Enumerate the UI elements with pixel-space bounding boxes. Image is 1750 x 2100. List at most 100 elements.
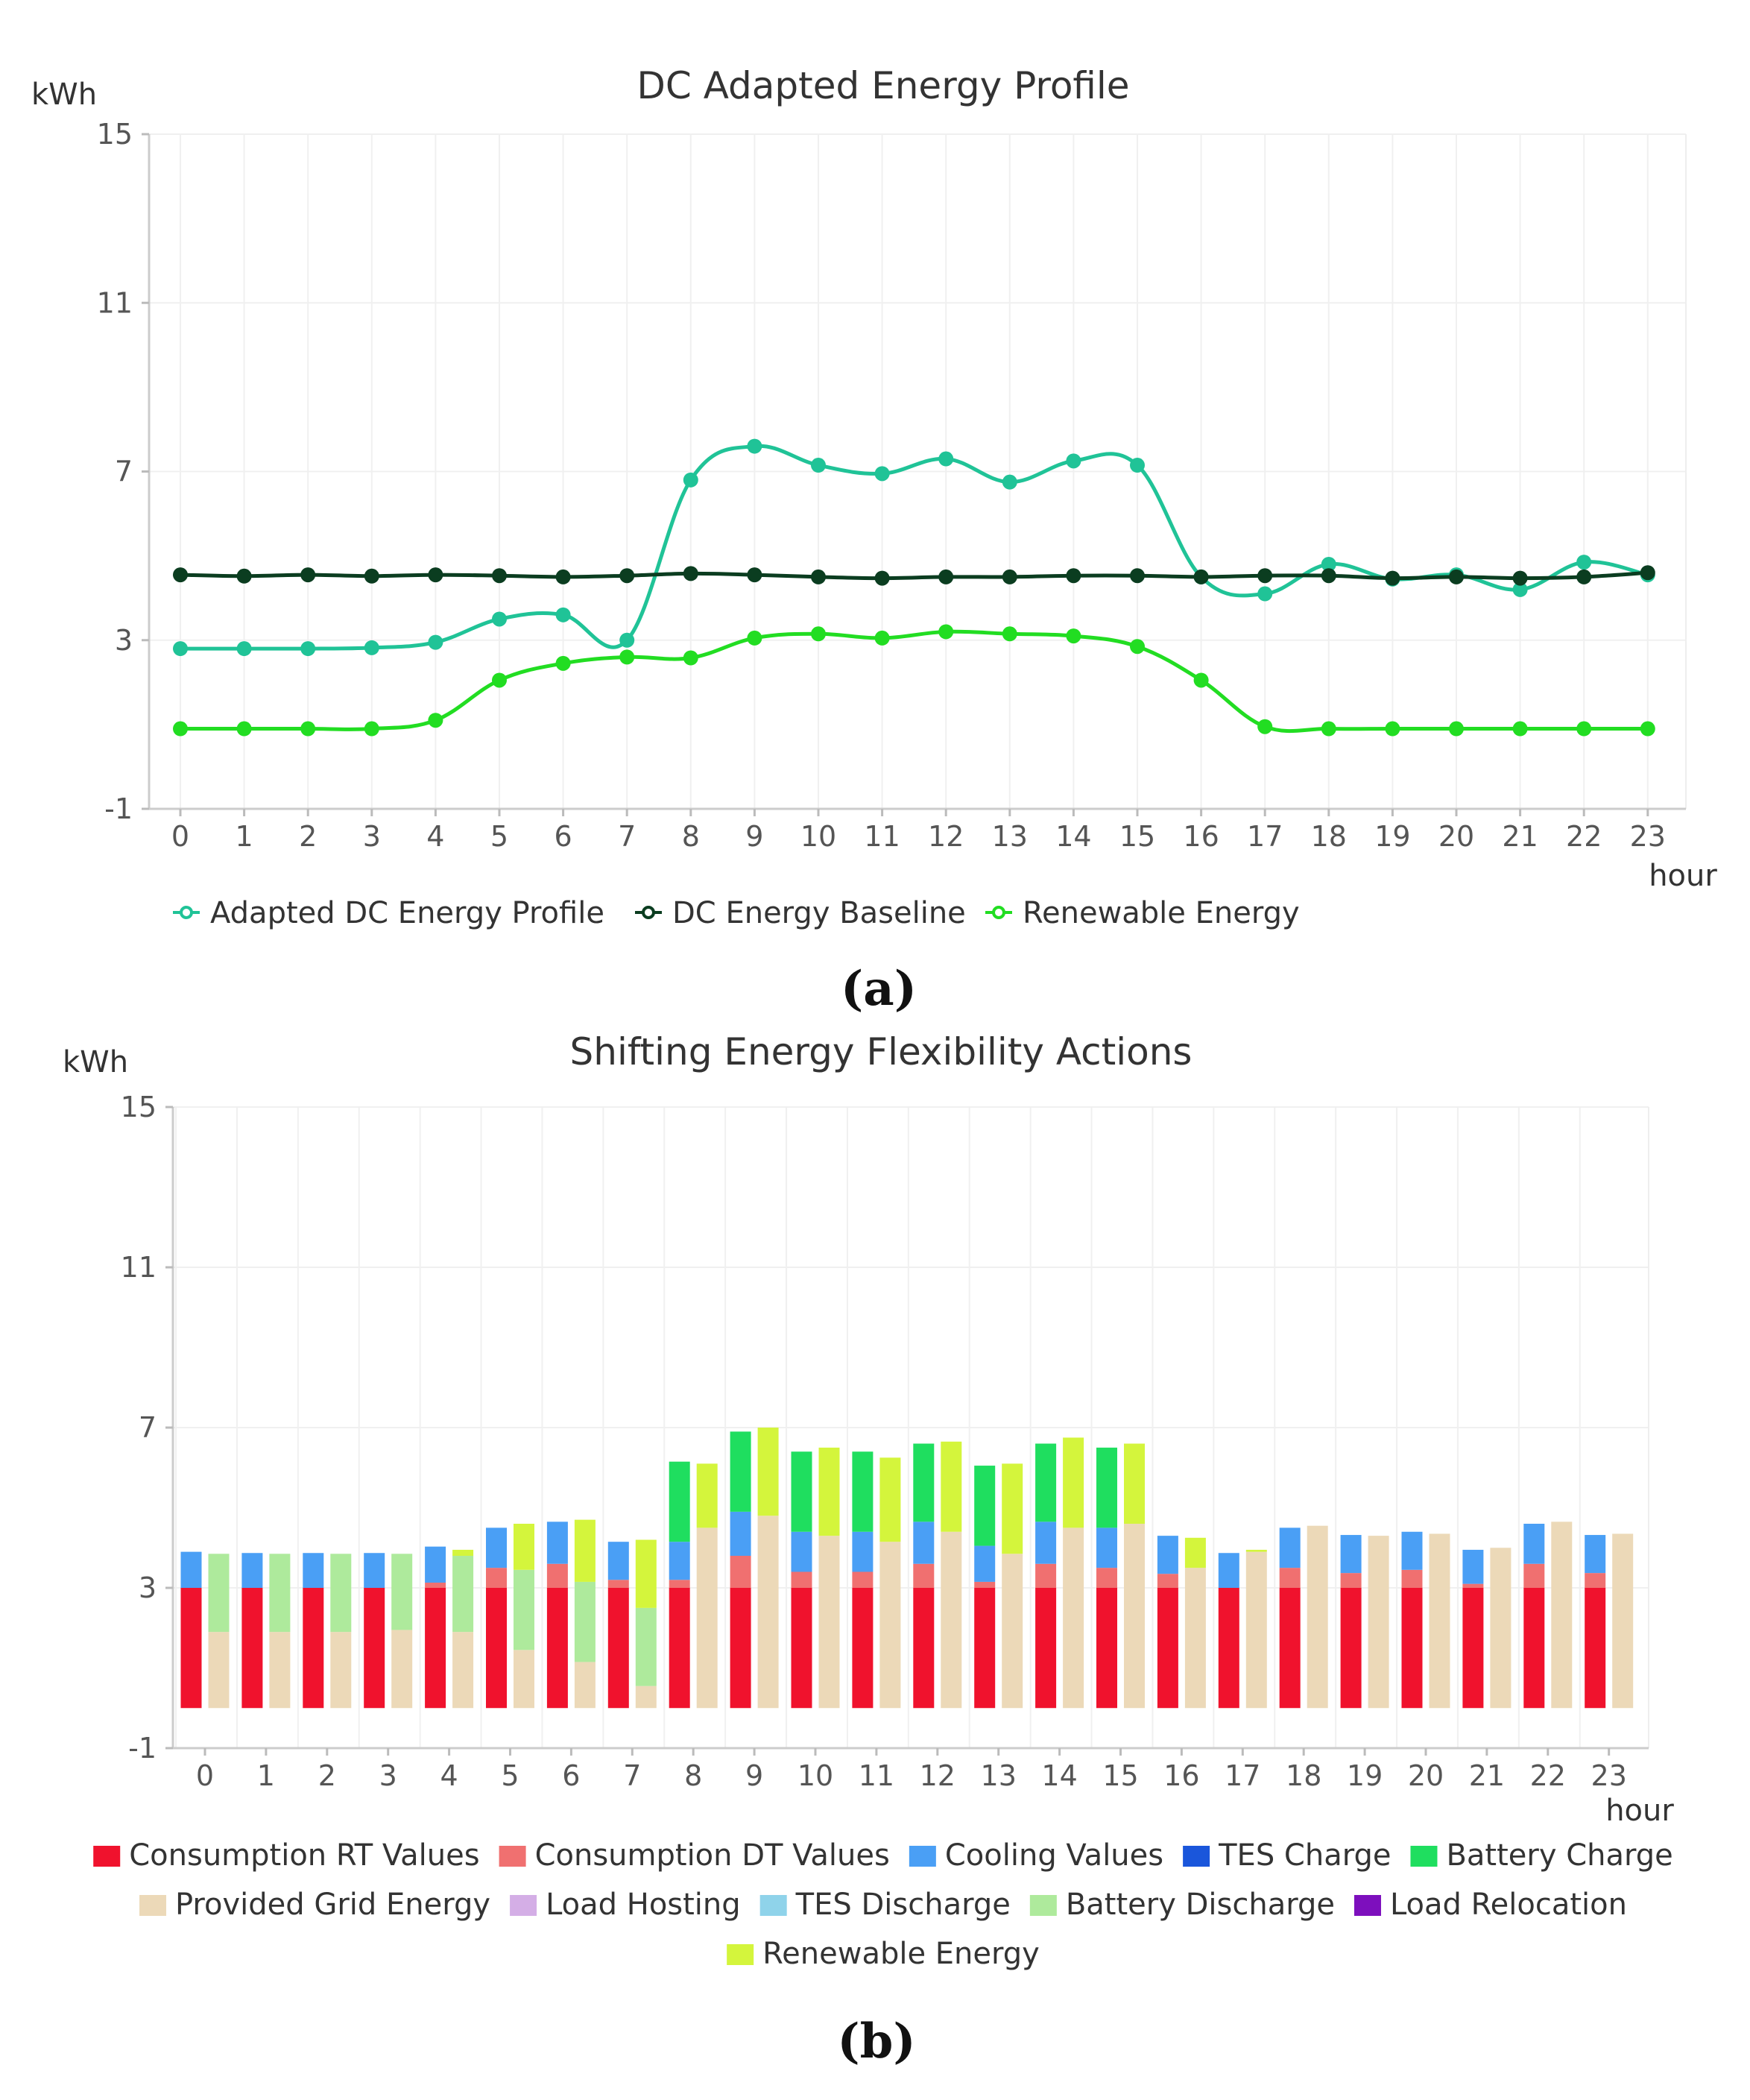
bar-segment-renewable-energy[interactable]: [1184, 1537, 1206, 1568]
bar-segment-cooling-values[interactable]: [913, 1522, 935, 1564]
bar-segment-consumption-dt-values[interactable]: [1462, 1583, 1484, 1588]
bar-segment-battery-charge[interactable]: [913, 1443, 935, 1522]
data-point-renewable-energy[interactable]: [683, 650, 698, 666]
bar-segment-consumption-rt-values[interactable]: [974, 1588, 996, 1709]
bar-segment-consumption-dt-values[interactable]: [669, 1580, 690, 1588]
bar-segment-consumption-dt-values[interactable]: [486, 1568, 507, 1588]
data-point-renewable-energy[interactable]: [619, 649, 635, 665]
data-point-dc-energy-baseline[interactable]: [747, 567, 762, 583]
data-point-dc-energy-baseline[interactable]: [1640, 565, 1655, 581]
data-point-dc-energy-baseline[interactable]: [428, 567, 443, 583]
data-point-adapted-dc-energy-profile[interactable]: [364, 640, 379, 655]
data-point-adapted-dc-energy-profile[interactable]: [683, 472, 698, 488]
legend-item-cooling-values[interactable]: Cooling Values: [909, 1838, 1163, 1873]
bar-segment-battery-charge[interactable]: [730, 1431, 751, 1512]
bar-segment-consumption-dt-values[interactable]: [607, 1580, 629, 1588]
data-point-renewable-energy[interactable]: [1385, 721, 1400, 737]
bar-segment-battery-discharge[interactable]: [208, 1554, 230, 1633]
bar-segment-cooling-values[interactable]: [303, 1553, 324, 1588]
legend-item-consumption-dt-values[interactable]: Consumption DT Values: [499, 1838, 890, 1873]
bar-segment-consumption-rt-values[interactable]: [669, 1588, 690, 1709]
bar-segment-consumption-rt-values[interactable]: [913, 1588, 935, 1709]
bar-segment-cooling-values[interactable]: [974, 1545, 996, 1582]
data-point-adapted-dc-energy-profile[interactable]: [428, 634, 443, 650]
data-point-renewable-energy[interactable]: [1066, 628, 1081, 644]
bar-segment-consumption-dt-values[interactable]: [1279, 1568, 1301, 1588]
data-point-adapted-dc-energy-profile[interactable]: [811, 458, 826, 473]
data-point-renewable-energy[interactable]: [492, 672, 507, 688]
data-point-renewable-energy[interactable]: [1321, 721, 1336, 737]
bar-segment-consumption-dt-values[interactable]: [974, 1581, 996, 1588]
data-point-dc-energy-baseline[interactable]: [1066, 568, 1081, 584]
bar-segment-consumption-rt-values[interactable]: [1096, 1588, 1117, 1709]
bar-segment-cooling-values[interactable]: [241, 1553, 263, 1588]
legend-item-tes-discharge[interactable]: TES Discharge: [759, 1888, 1011, 1922]
bar-segment-provided-grid-energy[interactable]: [941, 1531, 962, 1709]
bar-segment-consumption-rt-values[interactable]: [1462, 1588, 1484, 1709]
bar-segment-consumption-rt-values[interactable]: [607, 1588, 629, 1709]
bar-segment-provided-grid-energy[interactable]: [269, 1632, 291, 1709]
legend-item-dc-energy-baseline[interactable]: DC Energy Baseline: [635, 896, 966, 930]
bar-segment-consumption-dt-values[interactable]: [1401, 1569, 1423, 1588]
data-point-dc-energy-baseline[interactable]: [1321, 568, 1336, 584]
data-point-adapted-dc-energy-profile[interactable]: [1002, 474, 1017, 490]
data-point-adapted-dc-energy-profile[interactable]: [1321, 556, 1336, 572]
data-point-adapted-dc-energy-profile[interactable]: [492, 611, 507, 627]
bar-segment-consumption-dt-values[interactable]: [546, 1563, 568, 1588]
data-point-renewable-energy[interactable]: [1193, 672, 1209, 688]
data-point-renewable-energy[interactable]: [428, 713, 443, 728]
bar-segment-battery-charge[interactable]: [1096, 1447, 1117, 1528]
legend-item-renewable-energy[interactable]: Renewable Energy: [727, 1937, 1040, 1971]
bar-segment-battery-discharge[interactable]: [574, 1581, 596, 1662]
bar-segment-consumption-rt-values[interactable]: [303, 1588, 324, 1709]
bar-segment-renewable-energy[interactable]: [635, 1539, 657, 1608]
bar-segment-cooling-values[interactable]: [425, 1546, 446, 1583]
bar-segment-cooling-values[interactable]: [1462, 1549, 1484, 1584]
bar-segment-cooling-values[interactable]: [1401, 1531, 1423, 1570]
legend-item-load-relocation[interactable]: Load Relocation: [1353, 1888, 1627, 1922]
data-point-dc-energy-baseline[interactable]: [938, 569, 954, 584]
bar-segment-provided-grid-energy[interactable]: [1551, 1522, 1573, 1709]
data-point-renewable-energy[interactable]: [747, 630, 762, 646]
bar-segment-battery-charge[interactable]: [974, 1466, 996, 1546]
bar-segment-provided-grid-energy[interactable]: [818, 1536, 840, 1709]
data-point-dc-energy-baseline[interactable]: [173, 567, 188, 583]
data-point-adapted-dc-energy-profile[interactable]: [1576, 555, 1592, 570]
bar-segment-provided-grid-energy[interactable]: [1184, 1568, 1206, 1709]
data-point-dc-energy-baseline[interactable]: [492, 568, 507, 584]
bar-segment-consumption-dt-values[interactable]: [1340, 1573, 1362, 1588]
bar-segment-consumption-rt-values[interactable]: [546, 1588, 568, 1709]
legend-item-battery-charge[interactable]: Battery Charge: [1410, 1838, 1673, 1873]
bar-segment-provided-grid-energy[interactable]: [330, 1632, 352, 1709]
bar-segment-battery-charge[interactable]: [669, 1461, 690, 1542]
bar-segment-provided-grid-energy[interactable]: [1368, 1536, 1389, 1709]
bar-segment-provided-grid-energy[interactable]: [635, 1686, 657, 1709]
data-point-renewable-energy[interactable]: [1576, 721, 1592, 737]
data-point-adapted-dc-energy-profile[interactable]: [555, 607, 571, 622]
bar-segment-renewable-energy[interactable]: [879, 1457, 901, 1542]
data-point-dc-energy-baseline[interactable]: [619, 568, 635, 584]
bar-segment-provided-grid-energy[interactable]: [1002, 1554, 1023, 1709]
bar-segment-renewable-energy[interactable]: [1063, 1437, 1084, 1528]
bar-segment-consumption-rt-values[interactable]: [180, 1588, 202, 1709]
data-point-renewable-energy[interactable]: [300, 721, 316, 737]
bar-segment-battery-discharge[interactable]: [514, 1569, 534, 1650]
bar-segment-provided-grid-energy[interactable]: [1429, 1533, 1450, 1709]
data-point-dc-energy-baseline[interactable]: [874, 570, 890, 586]
data-point-dc-energy-baseline[interactable]: [1385, 570, 1400, 586]
bar-segment-cooling-values[interactable]: [1340, 1535, 1362, 1574]
data-point-adapted-dc-energy-profile[interactable]: [236, 641, 252, 657]
bar-segment-cooling-values[interactable]: [486, 1527, 507, 1568]
bar-segment-consumption-dt-values[interactable]: [1157, 1574, 1178, 1588]
bar-segment-consumption-dt-values[interactable]: [1096, 1568, 1117, 1588]
bar-segment-consumption-rt-values[interactable]: [791, 1588, 812, 1709]
bar-segment-provided-grid-energy[interactable]: [757, 1516, 779, 1709]
data-point-renewable-energy[interactable]: [1257, 719, 1273, 734]
data-point-adapted-dc-energy-profile[interactable]: [173, 641, 188, 657]
data-point-dc-energy-baseline[interactable]: [683, 566, 698, 581]
bar-segment-consumption-rt-values[interactable]: [1401, 1588, 1423, 1709]
bar-segment-consumption-dt-values[interactable]: [913, 1563, 935, 1588]
bar-segment-renewable-energy[interactable]: [1124, 1443, 1145, 1524]
bar-segment-consumption-rt-values[interactable]: [1157, 1588, 1178, 1709]
bar-segment-consumption-rt-values[interactable]: [730, 1588, 751, 1709]
